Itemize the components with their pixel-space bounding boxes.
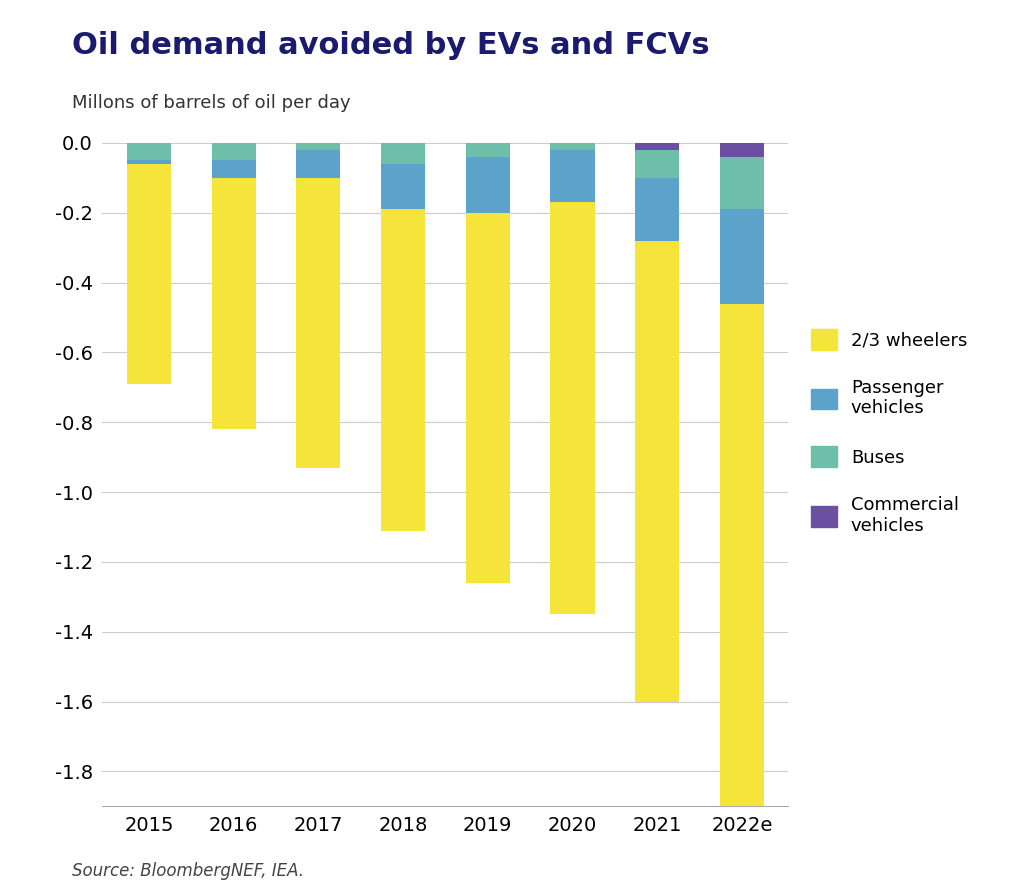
Bar (381, 142, 425, 164)
Bar (212, 177, 256, 429)
Bar (212, 142, 256, 160)
Legend: 2/3 wheelers, Passenger
vehicles, Buses, Commercial
vehicles: 2/3 wheelers, Passenger vehicles, Buses,… (811, 329, 968, 535)
Bar (551, 142, 595, 150)
Text: Oil demand avoided by EVs and FCVs: Oil demand avoided by EVs and FCVs (72, 31, 710, 60)
Bar (466, 157, 510, 212)
Bar (127, 164, 171, 383)
Bar (127, 160, 171, 164)
Bar (296, 177, 340, 468)
Bar (296, 142, 340, 150)
Bar (466, 142, 510, 157)
Bar (296, 150, 340, 177)
Bar (466, 212, 510, 583)
Text: Source: BloombergNEF, IEA.: Source: BloombergNEF, IEA. (72, 862, 304, 880)
Bar (381, 164, 425, 210)
Bar (127, 142, 171, 160)
Text: Millons of barrels of oil per day: Millons of barrels of oil per day (72, 94, 350, 112)
Bar (635, 142, 679, 150)
Bar (635, 177, 679, 241)
Bar (720, 304, 764, 880)
Bar (381, 210, 425, 530)
Bar (720, 142, 764, 157)
Bar (720, 210, 764, 304)
Bar (635, 241, 679, 702)
Bar (720, 157, 764, 210)
Bar (212, 160, 256, 177)
Bar (551, 202, 595, 615)
Bar (551, 150, 595, 202)
Bar (635, 150, 679, 177)
